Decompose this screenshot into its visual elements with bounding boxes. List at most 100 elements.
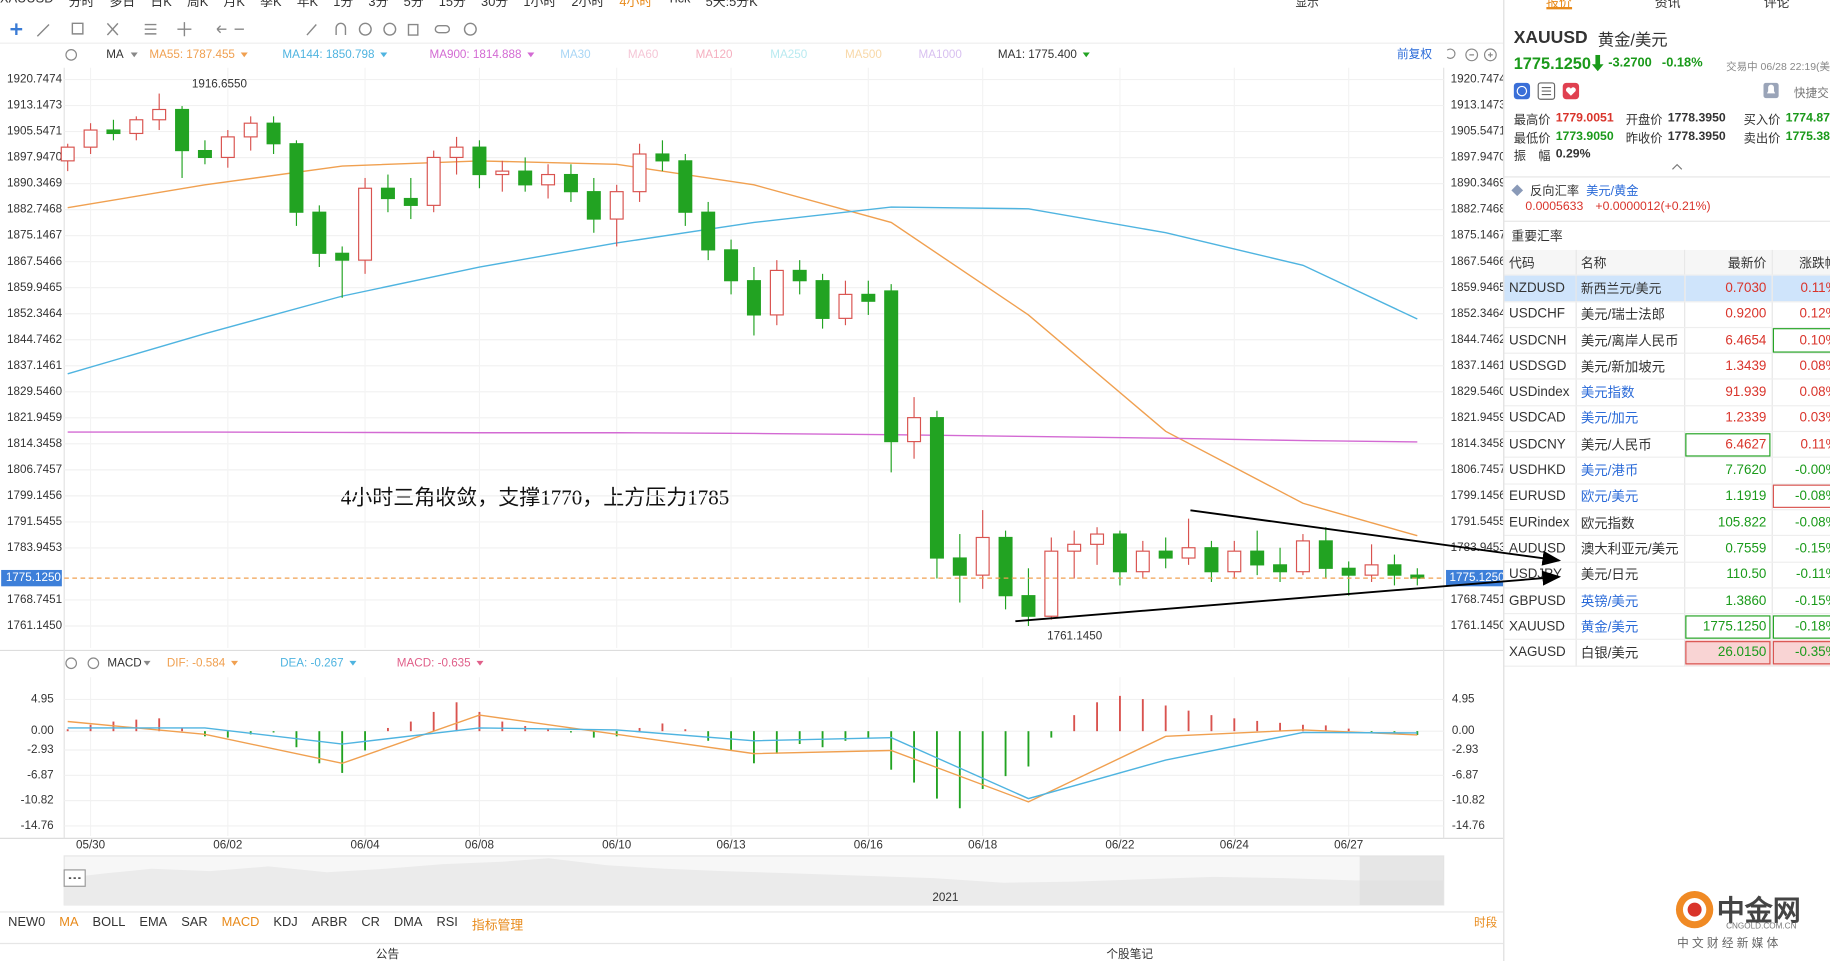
y-tick-label: 1814.3458 (7, 437, 62, 450)
legend-entry-inactive[interactable]: MA30 (560, 48, 591, 61)
legend-dropdown[interactable] (527, 52, 535, 58)
y-tick-label: 0.00 (31, 724, 54, 737)
period-button[interactable]: 月K (223, 0, 245, 10)
legend-dropdown[interactable] (143, 660, 151, 666)
legend-dropdown[interactable] (231, 660, 239, 666)
legend-entry-inactive[interactable]: MA1000 (918, 48, 962, 61)
adjust-button[interactable]: 前复权 (1397, 47, 1432, 61)
rate-code: EURUSD (1504, 483, 1577, 511)
column-header: 代码 (1504, 249, 1577, 276)
indicator-button[interactable]: ARBR (311, 915, 348, 930)
indicator-button[interactable]: RSI (436, 915, 458, 930)
period-button[interactable]: 5天:5分K (705, 0, 758, 10)
panel-tab[interactable]: 评论 (1763, 0, 1790, 11)
indicator-button[interactable]: KDJ (273, 915, 298, 930)
legend-entry-inactive[interactable]: MA60 (628, 48, 659, 61)
candle-body (724, 249, 739, 282)
period-button[interactable]: 多日 (109, 0, 136, 10)
indicator-button[interactable]: BOLL (92, 915, 126, 930)
stat-label: 买入价 (1743, 113, 1781, 128)
period-button[interactable]: 15分 (438, 0, 466, 10)
period-button[interactable]: 30分 (481, 0, 509, 10)
period-button[interactable]: 季K (260, 0, 282, 10)
period-button[interactable]: 1分 (333, 0, 354, 10)
candle-body (335, 252, 350, 261)
period-button[interactable]: 1小时 (523, 0, 557, 10)
annotation-note: 4小时三角收敛，支撑1770，上方压力1785 (341, 486, 729, 510)
period-button[interactable]: 日K (150, 0, 172, 10)
pane-controls[interactable] (1446, 48, 1497, 62)
legend-dropdown[interactable] (240, 52, 248, 58)
collapse-icon[interactable] (1671, 162, 1683, 171)
period-button[interactable]: 4小时 (619, 0, 653, 10)
period-button[interactable]: 5分 (403, 0, 424, 10)
legend-entry-inactive[interactable]: MA500 (845, 48, 882, 61)
quote-icons[interactable] (1513, 82, 1584, 101)
settings-icon[interactable] (65, 49, 78, 61)
indicator-button[interactable]: CR (361, 915, 380, 930)
close-icon[interactable] (87, 657, 100, 670)
candle-body (1227, 550, 1242, 573)
reverse-pair[interactable]: 美元/黄金 (1586, 184, 1639, 199)
navigator-window[interactable] (1359, 855, 1444, 905)
stat-value: 1773.9050 (1555, 129, 1614, 144)
indicator-button[interactable]: MACD (221, 915, 260, 930)
footer-tab[interactable]: 公告 (376, 948, 399, 961)
rates-table: 代码名称最新价涨跌幅 NZDUSD新西兰元/美元0.70300.11%USDCH… (1504, 249, 1830, 667)
indicator-button[interactable]: DMA (393, 915, 423, 930)
drawing-tools[interactable] (10, 22, 477, 37)
panel-tab[interactable]: 报价 (1545, 0, 1572, 11)
period-button[interactable]: 2小时 (571, 0, 605, 10)
indicator-manage[interactable]: 指标管理 (471, 918, 524, 933)
quick-trade[interactable]: 快捷交 (1793, 87, 1829, 101)
high-label: 1916.6550 (192, 77, 248, 90)
period-button[interactable]: 分时 (68, 0, 95, 10)
indicator-button[interactable]: EMA (139, 915, 168, 930)
period-button[interactable]: 周K (186, 0, 209, 10)
period-button[interactable]: 年K (296, 0, 319, 10)
bell-icon[interactable] (1763, 82, 1779, 101)
indicator-button[interactable]: SAR (181, 915, 208, 930)
ma-line (67, 206, 1418, 375)
candle-body (1318, 540, 1333, 569)
footer-tab[interactable]: 个股笔记 (1106, 947, 1153, 961)
session-button[interactable]: 时段 (1474, 916, 1498, 930)
rate-change: -0.00% (1771, 457, 1830, 485)
panel-tab[interactable]: 资讯 (1654, 0, 1681, 11)
rate-name: 美元/港币 (1575, 457, 1685, 485)
legend-dropdown[interactable] (476, 660, 484, 666)
legend-entry-inactive[interactable]: MA250 (770, 48, 807, 61)
ma-line (67, 714, 1418, 803)
period-button[interactable]: XAUUSD (0, 0, 54, 8)
period-button[interactable]: 3分 (368, 0, 389, 10)
stat-label: 最低价 (1513, 131, 1551, 146)
period-button[interactable]: Tick (667, 0, 690, 8)
x-tick-label: 06/13 (716, 838, 745, 851)
legend-dropdown[interactable] (380, 52, 388, 58)
indicator-button[interactable]: NEW0 (8, 915, 46, 930)
watermark-domain: CNGOLD.COM.CN (1726, 922, 1797, 931)
indicator-button[interactable]: MA (59, 915, 79, 930)
rate-name: 新西兰元/美元 (1575, 275, 1685, 302)
display-menu[interactable]: 显示 (1295, 0, 1318, 10)
settings-icon[interactable] (65, 657, 78, 670)
legend-dropdown[interactable] (1082, 52, 1090, 58)
legend-dropdown[interactable] (349, 660, 357, 666)
legend-entry-inactive[interactable]: MA120 (696, 48, 733, 61)
legend-dropdown[interactable] (130, 52, 138, 58)
